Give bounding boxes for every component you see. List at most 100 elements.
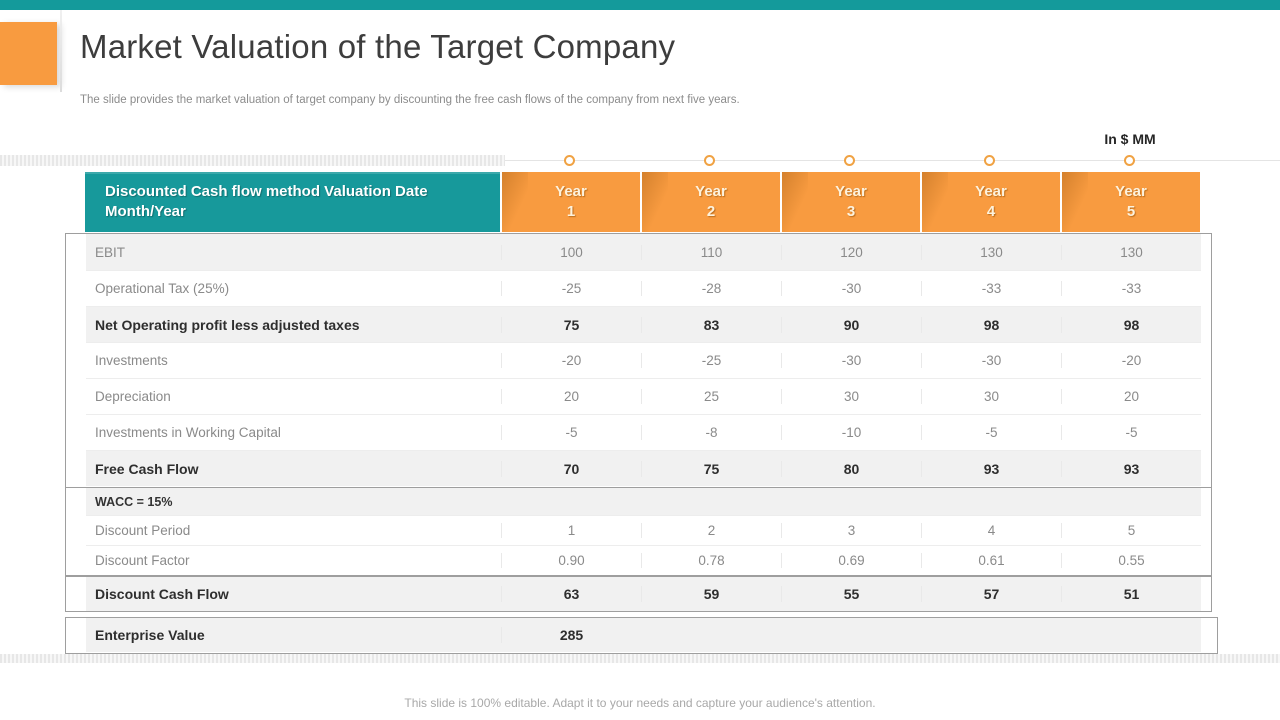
cell-value: -33 (1061, 281, 1201, 296)
row-label: Investments (95, 353, 168, 368)
column-header-year-5: Year 5 (1060, 172, 1200, 232)
table-row: Depreciation 20 25 30 30 20 (86, 378, 1201, 414)
year-number: 1 (566, 203, 576, 220)
cell-value: 0.69 (781, 553, 921, 568)
cell-value: -5 (501, 425, 641, 440)
cell-value: 110 (641, 244, 781, 260)
cell-value: 285 (501, 627, 641, 643)
cell-value: 120 (781, 244, 921, 260)
timeline-marker-icon (704, 155, 715, 166)
cell-value: -10 (781, 425, 921, 440)
row-label: EBIT (95, 244, 126, 260)
cell-value: 100 (501, 244, 641, 260)
enterprise-value-section: Enterprise Value 285 (86, 618, 1201, 652)
striped-bar-bottom (0, 654, 1280, 663)
striped-bar-top (0, 155, 505, 166)
column-header-year-3: Year 3 (780, 172, 920, 232)
cell-value: 98 (921, 316, 1061, 333)
row-label: Investments in Working Capital (95, 425, 281, 440)
year-word: Year (975, 182, 1007, 200)
cell-value: -5 (921, 425, 1061, 440)
cell-value: 51 (1061, 586, 1201, 602)
cell-value: 2 (641, 523, 781, 538)
year-number: 2 (706, 203, 716, 220)
row-label: Net Operating profit less adjusted taxes (95, 316, 360, 333)
cell-value: 57 (921, 586, 1061, 602)
timeline-marker-icon (1124, 155, 1135, 166)
row-label: Discount Cash Flow (95, 586, 229, 602)
table-row: Operational Tax (25%) -25 -28 -30 -33 -3… (86, 270, 1201, 306)
cell-value: 20 (1061, 389, 1201, 404)
table-row: Free Cash Flow 70 75 80 93 93 (86, 450, 1201, 486)
table-corner-header: Discounted Cash flow method Valuation Da… (85, 172, 500, 232)
cell-value: 30 (781, 389, 921, 404)
table-row: Net Operating profit less adjusted taxes… (86, 306, 1201, 342)
cell-value: 55 (781, 586, 921, 602)
discount-cash-flow-section: Discount Cash Flow 63 59 55 57 51 (86, 577, 1201, 611)
corner-header-line1: Discounted Cash flow method Valuation Da… (105, 183, 428, 200)
cell-value: -30 (781, 353, 921, 368)
cell-value: 0.61 (921, 553, 1061, 568)
cell-value: -8 (641, 425, 781, 440)
row-label: Operational Tax (25%) (95, 281, 230, 296)
year-number: 5 (1126, 203, 1136, 220)
year-word: Year (1115, 182, 1147, 200)
wacc-header: WACC = 15% (86, 488, 1201, 515)
row-label: Discount Period (95, 523, 191, 538)
cell-value: -25 (641, 353, 781, 368)
cell-value: 0.90 (501, 553, 641, 568)
cell-value: -20 (1061, 353, 1201, 368)
cell-value: 93 (1061, 460, 1201, 477)
cell-value: 90 (781, 316, 921, 333)
timeline-marker-icon (984, 155, 995, 166)
corner-header-line2: Month/Year (105, 203, 186, 221)
footer-note: This slide is 100% editable. Adapt it to… (404, 696, 876, 710)
row-label: Enterprise Value (95, 627, 205, 643)
table-header-row: Discounted Cash flow method Valuation Da… (85, 172, 1200, 232)
table-row: Discount Factor 0.90 0.78 0.69 0.61 0.55 (86, 545, 1201, 575)
cell-value: 30 (921, 389, 1061, 404)
cell-value: 75 (501, 316, 641, 333)
cell-value: 93 (921, 460, 1061, 477)
year-number: 3 (846, 203, 856, 220)
cell-value: 59 (641, 586, 781, 602)
cell-value: -30 (921, 353, 1061, 368)
row-label: Discount Factor (95, 553, 190, 568)
table-row: EBIT 100 110 120 130 130 (86, 234, 1201, 270)
timeline-marker-icon (564, 155, 575, 166)
timeline-marker-icon (844, 155, 855, 166)
title-divider (60, 10, 62, 92)
year-word: Year (555, 182, 587, 200)
cell-value: 130 (1061, 244, 1201, 260)
main-table-box: EBIT 100 110 120 130 130 Operational Tax… (65, 233, 1212, 489)
cell-value: 80 (781, 460, 921, 477)
cell-value: 75 (641, 460, 781, 477)
column-header-year-1: Year 1 (500, 172, 640, 232)
cell-value: 63 (501, 586, 641, 602)
cell-value: 98 (1061, 316, 1201, 333)
table-row: Investments in Working Capital -5 -8 -10… (86, 414, 1201, 450)
cell-value: 0.55 (1061, 553, 1201, 568)
table-row: Discount Cash Flow 63 59 55 57 51 (86, 577, 1201, 611)
cell-value: -33 (921, 281, 1061, 296)
year-word: Year (835, 182, 867, 200)
enterprise-value-box: Enterprise Value 285 (65, 617, 1218, 654)
cell-value: 70 (501, 460, 641, 477)
cell-value: -5 (1061, 425, 1201, 440)
top-accent-bar (0, 0, 1280, 10)
cell-value: 5 (1061, 523, 1201, 538)
cell-value: 0.78 (641, 553, 781, 568)
year-number: 4 (986, 203, 996, 220)
cell-value: 3 (781, 523, 921, 538)
discount-cash-flow-box: Discount Cash Flow 63 59 55 57 51 (65, 576, 1212, 612)
table-row: Discount Period 1 2 3 4 5 (86, 515, 1201, 545)
cell-value: 20 (501, 389, 641, 404)
table-row: Enterprise Value 285 (86, 618, 1201, 652)
cell-value: 130 (921, 244, 1061, 260)
unit-label: In $ MM (1104, 131, 1156, 147)
timeline-line (0, 160, 1280, 161)
wacc-section-box: WACC = 15% Discount Period 1 2 3 4 5 Dis… (65, 487, 1212, 576)
cell-value: -28 (641, 281, 781, 296)
row-label: Depreciation (95, 389, 171, 404)
